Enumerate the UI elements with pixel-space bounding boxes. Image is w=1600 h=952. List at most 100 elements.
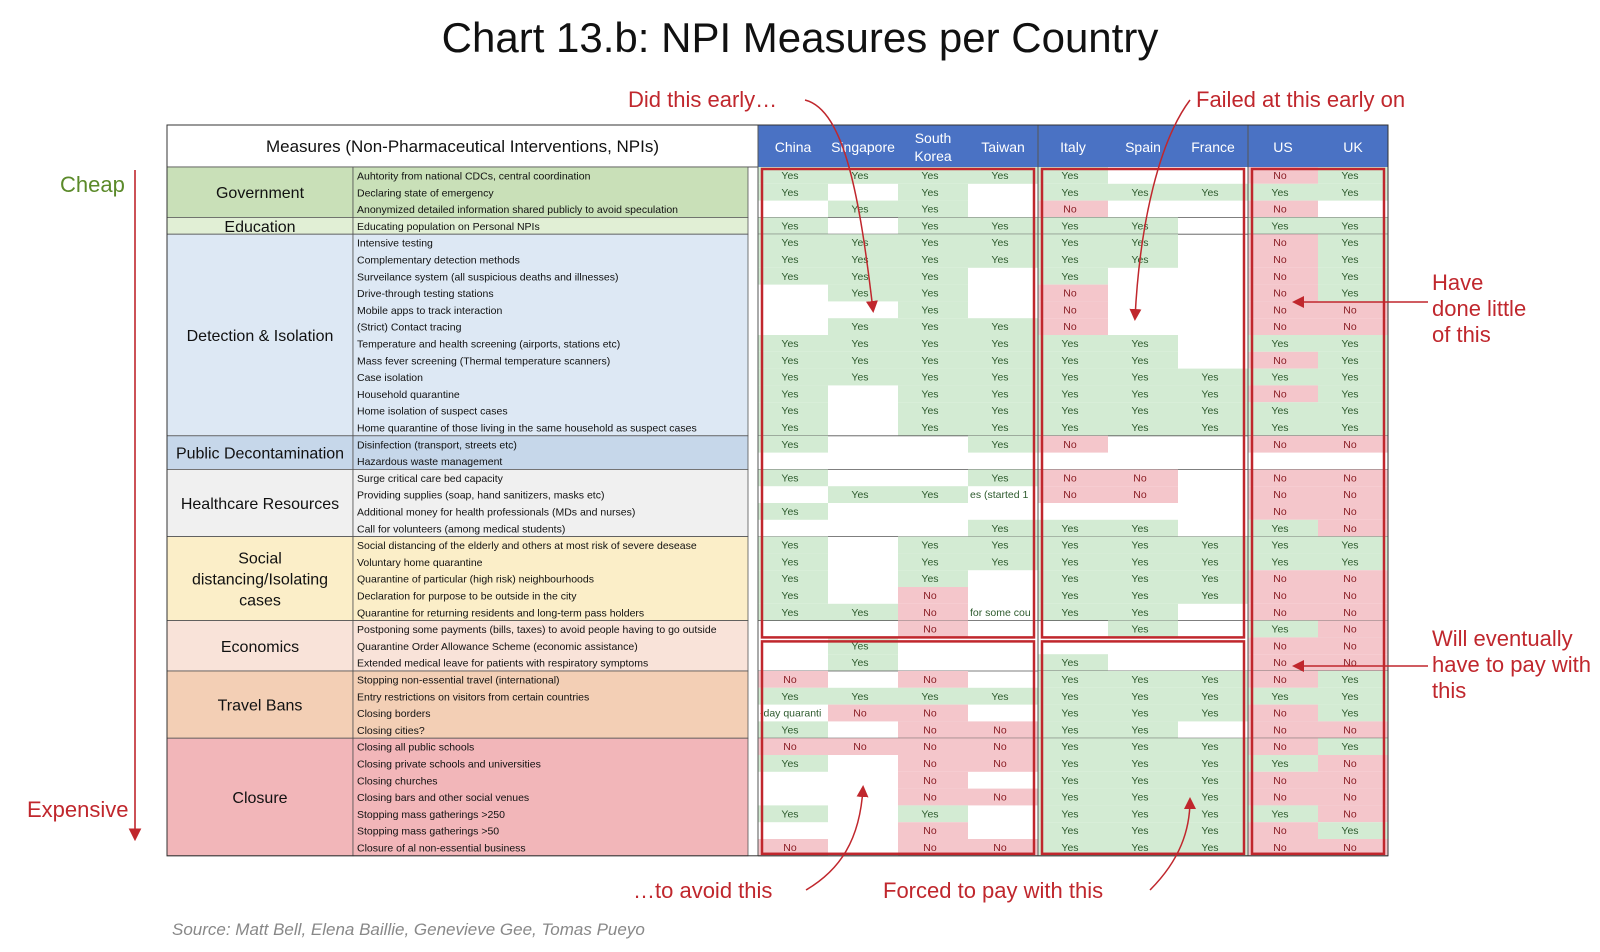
value-cell — [1038, 704, 1108, 722]
value-label: No — [1273, 657, 1287, 669]
value-cell — [1038, 167, 1108, 184]
value-cell — [1108, 368, 1178, 386]
value-label: No — [993, 741, 1007, 753]
value-label: -day quaranti — [760, 708, 821, 720]
value-cell — [828, 603, 898, 621]
value-cell — [1318, 587, 1388, 604]
value-cell — [1318, 419, 1388, 436]
value-cell — [1318, 503, 1388, 520]
value-label: Yes — [1131, 674, 1148, 686]
value-label: No — [1343, 472, 1357, 484]
value-label: Yes — [1341, 674, 1358, 686]
value-label: Yes — [921, 355, 938, 367]
value-label: Yes — [921, 691, 938, 703]
value-label: No — [1343, 624, 1357, 636]
value-label: Yes — [1061, 573, 1078, 585]
value-label: Yes — [1341, 355, 1358, 367]
value-label: No — [923, 708, 937, 720]
value-cell — [1178, 738, 1248, 755]
value-cell — [1108, 721, 1178, 739]
value-label: No — [923, 741, 937, 753]
value-cell — [1318, 435, 1388, 453]
value-label: No — [1273, 288, 1287, 300]
value-cell — [898, 335, 968, 352]
value-cell — [1108, 570, 1178, 587]
value-cell — [758, 738, 828, 755]
value-label: Yes — [921, 254, 938, 266]
value-cell — [1108, 486, 1178, 503]
value-cell — [1318, 167, 1388, 184]
value-cell — [898, 385, 968, 403]
value-label: Yes — [781, 724, 798, 736]
value-label: No — [1063, 304, 1077, 316]
value-cell — [1318, 234, 1388, 251]
value-label: Yes — [1341, 825, 1358, 837]
value-label: Yes — [781, 556, 798, 568]
value-cell — [758, 217, 828, 235]
value-cell — [1038, 469, 1108, 487]
value-cell — [758, 402, 828, 419]
value-label: Yes — [851, 204, 868, 216]
value-cell — [1108, 335, 1178, 352]
value-cell — [1178, 419, 1248, 436]
value-cell — [1318, 654, 1388, 671]
value-cell — [1248, 385, 1318, 403]
value-cell — [898, 620, 968, 638]
value-cell — [1038, 822, 1108, 839]
value-cell — [1178, 183, 1248, 201]
measure-label: Quarantine of particular (high risk) nei… — [357, 574, 594, 586]
value-label: Yes — [1201, 540, 1218, 552]
value-cell — [1038, 234, 1108, 251]
value-cell — [1108, 805, 1178, 823]
value-label: Yes — [1131, 573, 1148, 585]
measure-label: Closing private schools and universities — [357, 759, 541, 771]
value-cell — [758, 671, 828, 688]
value-label: Yes — [1061, 271, 1078, 283]
value-cell — [828, 318, 898, 335]
value-label: No — [1273, 825, 1287, 837]
value-label: Yes — [1061, 657, 1078, 669]
value-label: No — [993, 842, 1007, 854]
value-label: No — [1273, 304, 1287, 316]
value-label: No — [923, 607, 937, 619]
value-cell — [898, 805, 968, 823]
value-label: No — [1273, 170, 1287, 182]
value-cell — [1318, 755, 1388, 772]
value-cell — [1038, 738, 1108, 755]
value-cell — [1038, 335, 1108, 352]
value-label: Yes — [1271, 624, 1288, 636]
value-cell — [828, 654, 898, 671]
value-cell — [1248, 788, 1318, 806]
value-label: No — [1273, 472, 1287, 484]
value-label: Yes — [1061, 691, 1078, 703]
value-label: Yes — [1201, 741, 1218, 753]
value-label: Yes — [991, 405, 1008, 417]
value-cell — [1038, 587, 1108, 604]
value-label: No — [1273, 792, 1287, 804]
value-label: Yes — [1341, 741, 1358, 753]
value-cell — [1038, 251, 1108, 268]
value-cell — [898, 687, 968, 705]
value-cell — [1318, 704, 1388, 722]
value-cell — [968, 536, 1038, 554]
value-label: No — [1063, 321, 1077, 333]
value-label: Yes — [1061, 405, 1078, 417]
category-label: Economics — [221, 639, 299, 656]
value-cell — [1038, 536, 1108, 554]
measure-label: Closing all public schools — [357, 742, 474, 754]
value-label: No — [783, 741, 797, 753]
value-label: No — [1273, 573, 1287, 585]
value-label: Yes — [1061, 556, 1078, 568]
value-label: No — [923, 590, 937, 602]
measure-label: Stopping non-essential travel (internati… — [357, 675, 560, 687]
value-label: No — [1343, 489, 1357, 501]
value-cell — [758, 251, 828, 268]
value-label: Yes — [1131, 372, 1148, 384]
value-cell — [1178, 553, 1248, 571]
value-cell — [1248, 503, 1318, 520]
value-label: Yes — [1131, 405, 1148, 417]
value-label: Yes — [1341, 170, 1358, 182]
value-label: Yes — [991, 691, 1008, 703]
value-label: No — [1343, 321, 1357, 333]
